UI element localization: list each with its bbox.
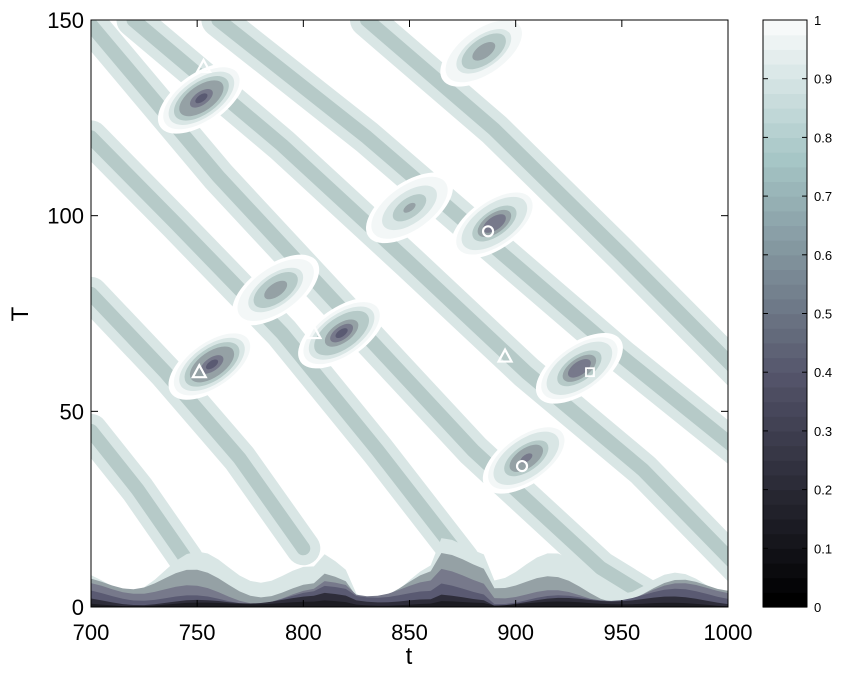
colorbar-band — [763, 372, 807, 388]
colorbar-tick-label: 0.4 — [814, 365, 832, 380]
x-tick-label: 750 — [179, 620, 216, 645]
colorbar-tick-label: 0.7 — [814, 189, 832, 204]
colorbar-band — [763, 137, 807, 153]
colorbar-band — [763, 504, 807, 520]
colorbar-band — [763, 152, 807, 168]
y-tick-label: 100 — [47, 204, 84, 229]
x-tick-label: 850 — [391, 620, 428, 645]
colorbar-tick-label: 0.9 — [814, 72, 832, 87]
marker-layer — [190, 57, 595, 473]
ridge-core — [126, 20, 728, 568]
contour-region — [335, 328, 348, 339]
colorbar-tick-label: 0.1 — [814, 541, 832, 556]
colorbar-band — [763, 460, 807, 476]
ridge-core — [360, 20, 728, 372]
y-axis-label: T — [7, 306, 34, 321]
colorbar-band — [763, 401, 807, 417]
ridge-core — [91, 20, 678, 607]
y-axis: 0 50 100 150 — [47, 8, 728, 620]
colorbar-band — [763, 93, 807, 109]
colorbar-band — [763, 313, 807, 329]
x-tick-label: 1000 — [704, 620, 753, 645]
circle-marker — [481, 225, 495, 238]
colorbar-band — [763, 64, 807, 80]
circle-marker — [515, 460, 529, 473]
colorbar-band — [763, 357, 807, 373]
colorbar-band — [763, 577, 807, 593]
colorbar-tick-label: 0.5 — [814, 307, 832, 322]
contour-field — [91, 20, 728, 607]
colorbar-band — [763, 548, 807, 564]
colorbar-band — [763, 284, 807, 300]
colorbar-band — [763, 533, 807, 549]
contour-region — [488, 218, 501, 229]
colorbar: 0 0.1 0.2 0.3 0.4 0.5 0.6 0.7 0.8 0.9 1 — [762, 13, 832, 615]
triangle-marker — [195, 57, 212, 74]
colorbar-band — [763, 254, 807, 271]
x-axis: 700 750 800 850 900 950 1000 — [73, 20, 753, 645]
colorbar-band — [763, 122, 807, 138]
contour-region — [195, 93, 208, 104]
x-tick-label: 900 — [497, 620, 534, 645]
colorbar-band — [763, 474, 807, 491]
colorbar-tick-label: 1 — [814, 13, 821, 28]
colorbar-band — [763, 225, 807, 241]
triangle-marker — [190, 362, 208, 379]
colorbar-tick-label: 0.6 — [814, 248, 832, 263]
x-tick-label: 700 — [73, 620, 110, 645]
colorbar-band — [763, 240, 807, 256]
contour-region — [403, 202, 416, 213]
colorbar-band — [763, 181, 807, 197]
contour-region — [205, 359, 219, 370]
colorbar-band — [763, 328, 807, 344]
colorbar-band — [763, 298, 807, 315]
colorbar-band — [763, 269, 807, 285]
colorbar-tick-label: 0 — [814, 600, 821, 615]
colorbar-band — [763, 108, 807, 124]
colorbar-band — [763, 34, 807, 50]
square-marker — [585, 367, 595, 378]
y-tick-label: 150 — [47, 8, 84, 33]
contour-region — [573, 363, 586, 374]
colorbar-band — [763, 49, 807, 65]
colorbar-band — [763, 416, 807, 432]
colorbar-band — [763, 166, 807, 183]
colorbar-band — [763, 430, 807, 447]
x-tick-label: 800 — [285, 620, 322, 645]
ridge-core — [91, 423, 194, 567]
y-tick-label: 0 — [72, 595, 84, 620]
colorbar-tick-label: 0.2 — [814, 483, 832, 498]
ridge-core — [91, 130, 470, 567]
x-tick-label: 950 — [603, 620, 640, 645]
y-tick-label: 50 — [60, 399, 84, 424]
colorbar-band — [763, 20, 807, 36]
low-T-band — [91, 600, 728, 607]
colorbar-band — [763, 592, 807, 608]
colorbar-tick-label: 0.3 — [814, 424, 832, 439]
colorbar-band — [763, 78, 807, 94]
colorbar-band — [763, 210, 807, 227]
colorbar-band — [763, 196, 807, 212]
ridge-core — [91, 286, 311, 556]
contour-region — [477, 46, 490, 57]
colorbar-band — [763, 342, 807, 359]
colorbar-tick-label: 0.8 — [814, 130, 832, 145]
contour-region — [269, 285, 282, 295]
colorbar-band — [763, 518, 807, 535]
colorbar-band — [763, 386, 807, 403]
colorbar-band — [763, 445, 807, 461]
triangle-marker — [496, 347, 514, 363]
x-axis-label: t — [406, 643, 413, 670]
triangle-marker — [305, 323, 323, 340]
colorbar-band — [763, 489, 807, 505]
colorbar-band — [763, 562, 807, 579]
